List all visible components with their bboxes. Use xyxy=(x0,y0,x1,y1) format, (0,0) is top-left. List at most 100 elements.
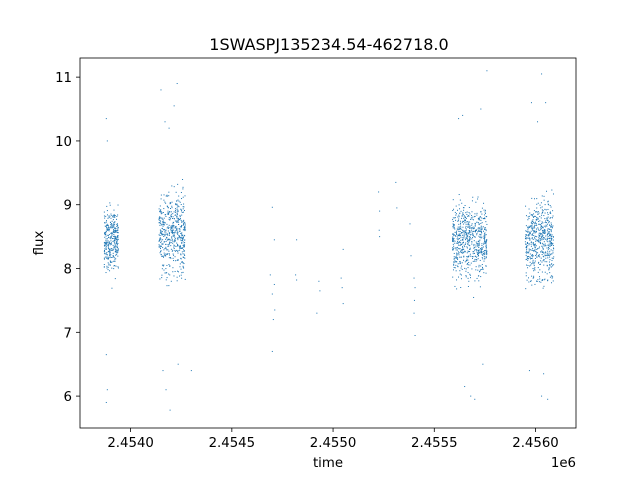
data-point xyxy=(179,249,181,251)
data-point xyxy=(543,244,545,246)
data-point xyxy=(456,242,458,244)
data-point xyxy=(528,232,530,234)
data-point xyxy=(183,243,185,245)
data-point xyxy=(159,216,161,218)
data-point xyxy=(484,209,486,211)
data-point xyxy=(525,250,527,252)
data-point xyxy=(107,269,109,271)
data-point xyxy=(550,224,552,226)
data-point xyxy=(546,261,548,263)
data-point xyxy=(106,210,108,212)
data-point xyxy=(465,231,467,233)
data-point xyxy=(533,245,535,247)
data-point xyxy=(525,225,527,227)
data-point xyxy=(180,247,182,249)
data-point xyxy=(525,252,527,254)
data-point xyxy=(539,223,541,225)
data-point xyxy=(477,245,479,247)
data-point xyxy=(456,252,458,254)
data-point xyxy=(541,395,543,397)
data-point xyxy=(551,263,553,265)
data-point xyxy=(456,257,458,259)
data-point xyxy=(553,264,555,266)
data-point xyxy=(167,227,169,229)
data-point xyxy=(529,249,531,251)
data-point xyxy=(103,211,105,213)
data-point xyxy=(163,254,165,256)
data-point xyxy=(528,281,530,283)
data-point xyxy=(465,227,467,229)
data-point xyxy=(115,265,117,267)
data-point xyxy=(478,280,480,282)
data-point xyxy=(543,238,545,240)
data-point xyxy=(452,276,454,278)
data-point xyxy=(117,251,119,253)
data-point xyxy=(458,254,460,256)
data-point xyxy=(113,225,115,227)
data-point xyxy=(109,237,111,239)
data-point xyxy=(471,227,473,229)
data-point xyxy=(547,216,549,218)
data-point xyxy=(113,241,115,243)
data-point xyxy=(481,236,483,238)
data-point xyxy=(533,230,535,232)
data-point xyxy=(534,247,536,249)
data-point xyxy=(161,227,163,229)
data-point xyxy=(531,227,533,229)
data-point xyxy=(458,238,460,240)
data-point xyxy=(113,222,115,224)
data-point xyxy=(176,232,178,234)
data-point xyxy=(479,242,481,244)
data-point xyxy=(534,258,536,259)
data-point xyxy=(478,240,480,242)
data-point xyxy=(547,398,549,400)
data-point xyxy=(541,195,543,197)
data-point xyxy=(111,224,113,226)
data-point xyxy=(462,229,464,231)
data-point xyxy=(480,276,482,278)
data-point xyxy=(532,247,534,249)
data-point xyxy=(482,258,484,260)
data-point xyxy=(117,267,119,269)
data-point xyxy=(166,249,168,251)
data-point xyxy=(164,235,166,237)
data-point xyxy=(472,228,474,230)
data-point xyxy=(528,277,529,279)
data-point xyxy=(111,267,113,269)
data-point xyxy=(107,240,109,242)
data-point xyxy=(168,217,170,219)
data-point xyxy=(543,373,545,375)
data-point xyxy=(541,250,543,252)
data-point xyxy=(160,232,162,234)
data-point xyxy=(114,260,116,262)
data-point xyxy=(165,230,167,232)
data-point xyxy=(459,244,461,246)
data-point xyxy=(117,238,119,240)
data-point xyxy=(110,232,112,234)
data-point xyxy=(177,243,178,245)
data-point xyxy=(457,228,459,230)
data-point xyxy=(105,401,107,403)
data-point xyxy=(469,238,471,240)
data-point xyxy=(479,259,481,261)
data-point xyxy=(163,249,165,251)
data-point xyxy=(486,240,488,242)
data-point xyxy=(184,244,186,246)
data-point xyxy=(460,223,462,225)
data-point xyxy=(460,250,462,252)
data-point xyxy=(537,267,539,269)
data-point xyxy=(179,219,181,221)
data-point xyxy=(463,235,465,237)
data-point xyxy=(478,250,480,252)
data-point xyxy=(550,217,552,219)
data-point xyxy=(465,238,467,240)
data-point xyxy=(173,186,175,188)
data-point xyxy=(551,227,553,229)
data-point xyxy=(117,248,119,250)
data-point xyxy=(167,234,169,236)
data-point xyxy=(116,242,118,244)
data-point xyxy=(175,227,177,229)
data-point xyxy=(525,272,527,274)
data-point xyxy=(479,217,480,219)
